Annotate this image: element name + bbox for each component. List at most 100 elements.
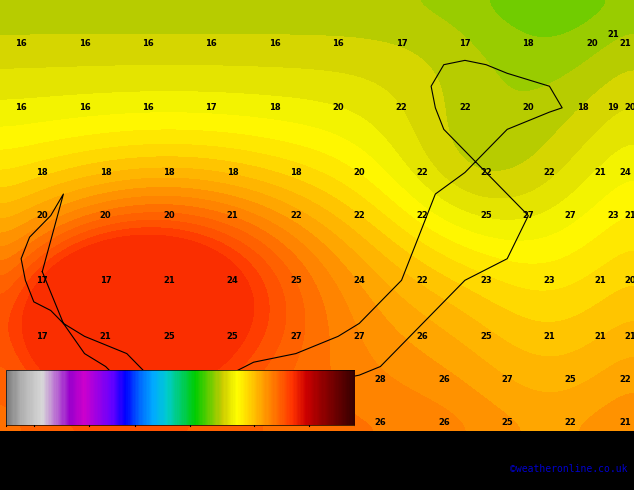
Bar (272, 370, 273, 425)
Bar (169, 370, 170, 425)
Bar (39, 370, 40, 425)
Bar (210, 370, 212, 425)
Bar (29, 370, 30, 425)
Bar (179, 370, 180, 425)
Bar (283, 370, 284, 425)
Bar (193, 370, 194, 425)
Bar (292, 370, 294, 425)
Bar (217, 370, 219, 425)
Bar (251, 370, 252, 425)
Bar (229, 370, 230, 425)
Bar (294, 370, 295, 425)
Text: 16: 16 (142, 103, 154, 112)
Bar (286, 370, 287, 425)
Text: 26: 26 (184, 418, 196, 427)
Bar (213, 370, 214, 425)
Text: 18: 18 (290, 168, 302, 177)
Text: 21: 21 (594, 276, 606, 285)
Bar (36, 370, 37, 425)
Bar (148, 370, 150, 425)
Bar (339, 370, 340, 425)
Bar (318, 370, 319, 425)
Text: 25: 25 (290, 276, 302, 285)
Bar (285, 370, 286, 425)
Bar (45, 370, 46, 425)
Text: 25: 25 (480, 332, 492, 341)
Text: 22: 22 (417, 276, 429, 285)
Text: 22: 22 (480, 168, 492, 177)
Bar (30, 370, 31, 425)
Bar (307, 370, 308, 425)
Bar (191, 370, 193, 425)
Bar (158, 370, 159, 425)
Bar (222, 370, 223, 425)
Bar (84, 370, 86, 425)
Bar (73, 370, 74, 425)
Bar (94, 370, 95, 425)
Bar (295, 370, 297, 425)
Bar (244, 370, 245, 425)
Bar (262, 370, 263, 425)
Bar (96, 370, 97, 425)
Bar (25, 370, 26, 425)
Bar (198, 370, 199, 425)
Text: 28: 28 (184, 375, 196, 384)
Text: 18: 18 (578, 103, 589, 112)
Bar (18, 370, 19, 425)
Text: 24: 24 (226, 276, 238, 285)
Bar (212, 370, 213, 425)
Bar (349, 370, 351, 425)
Bar (280, 370, 281, 425)
Text: 17: 17 (36, 276, 48, 285)
Text: 16: 16 (15, 103, 27, 112)
Text: 16: 16 (332, 39, 344, 48)
Bar (165, 370, 166, 425)
Bar (10, 370, 11, 425)
Text: 26: 26 (417, 332, 429, 341)
Bar (127, 370, 129, 425)
Bar (40, 370, 41, 425)
Bar (221, 370, 222, 425)
Text: 22: 22 (290, 211, 302, 220)
Bar (323, 370, 325, 425)
Bar (164, 370, 165, 425)
Bar (314, 370, 315, 425)
Bar (237, 370, 238, 425)
Text: 17: 17 (396, 39, 408, 48)
Text: 28: 28 (375, 375, 386, 384)
Text: 18: 18 (58, 375, 69, 384)
Bar (68, 370, 69, 425)
Text: 25: 25 (226, 332, 238, 341)
Bar (101, 370, 102, 425)
Text: -28: -28 (0, 443, 15, 453)
Bar (47, 370, 48, 425)
Bar (162, 370, 164, 425)
Bar (284, 370, 285, 425)
Bar (98, 370, 100, 425)
Bar (44, 370, 45, 425)
Bar (120, 370, 122, 425)
Bar (12, 370, 13, 425)
Text: 16: 16 (58, 418, 69, 427)
Text: 25: 25 (480, 211, 492, 220)
Bar (291, 370, 292, 425)
Bar (340, 370, 341, 425)
Bar (9, 370, 10, 425)
Bar (335, 370, 337, 425)
Bar (209, 370, 210, 425)
Text: 48: 48 (349, 443, 361, 453)
Bar (344, 370, 346, 425)
Bar (54, 370, 55, 425)
Text: 24: 24 (353, 276, 365, 285)
Text: 12: 12 (184, 443, 196, 453)
Bar (299, 370, 301, 425)
Text: 27: 27 (121, 375, 133, 384)
Text: 20: 20 (36, 211, 48, 220)
Bar (240, 370, 241, 425)
Text: 23: 23 (480, 276, 492, 285)
Bar (119, 370, 120, 425)
Bar (124, 370, 126, 425)
Bar (26, 370, 27, 425)
Bar (351, 370, 353, 425)
Text: 21: 21 (594, 168, 606, 177)
